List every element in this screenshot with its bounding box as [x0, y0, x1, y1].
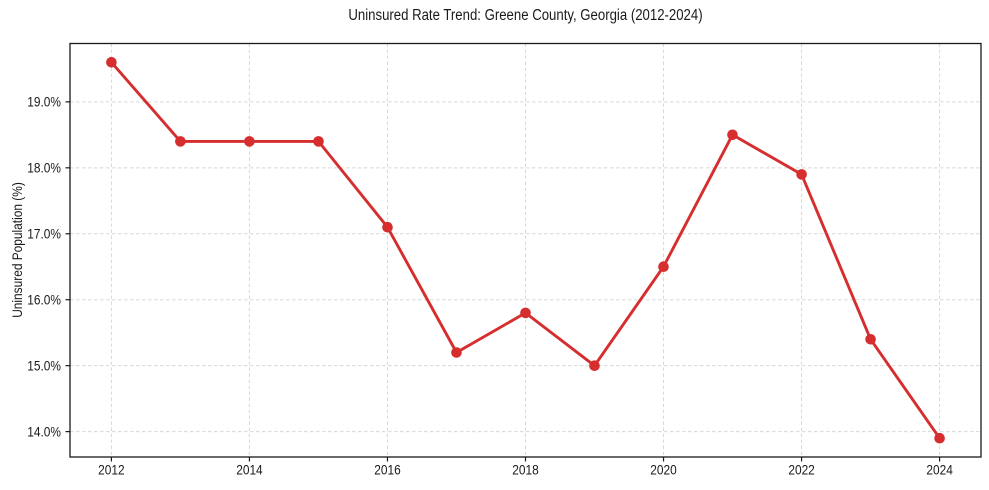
- y-tick-label: 19.0%: [27, 94, 61, 110]
- x-tick-label: 2018: [512, 462, 538, 478]
- x-tick-label: 2024: [926, 462, 952, 478]
- y-tick-label: 15.0%: [27, 358, 61, 374]
- y-tick-label: 16.0%: [27, 292, 61, 308]
- data-point-marker: [451, 347, 462, 358]
- chart-title: Uninsured Rate Trend: Greene County, Geo…: [348, 7, 703, 24]
- data-point-marker: [244, 136, 255, 147]
- y-tick-label: 17.0%: [27, 226, 61, 242]
- x-tick-label: 2020: [650, 462, 676, 478]
- data-point-marker: [313, 136, 324, 147]
- data-point-marker: [865, 334, 876, 345]
- y-tick-label: 18.0%: [27, 160, 61, 176]
- x-tick-label: 2016: [374, 462, 400, 478]
- data-point-marker: [106, 57, 117, 68]
- data-point-marker: [520, 307, 531, 319]
- data-point-marker: [175, 136, 186, 147]
- data-point-marker: [589, 360, 600, 372]
- data-point-marker: [658, 261, 669, 273]
- x-tick-label: 2012: [98, 462, 124, 478]
- data-point-marker: [382, 221, 393, 233]
- data-point-marker: [796, 169, 807, 180]
- data-point-marker: [934, 432, 945, 444]
- x-tick-label: 2014: [236, 462, 262, 478]
- data-point-marker: [727, 129, 738, 141]
- y-tick-label: 14.0%: [27, 423, 61, 439]
- x-tick-label: 2022: [788, 462, 814, 478]
